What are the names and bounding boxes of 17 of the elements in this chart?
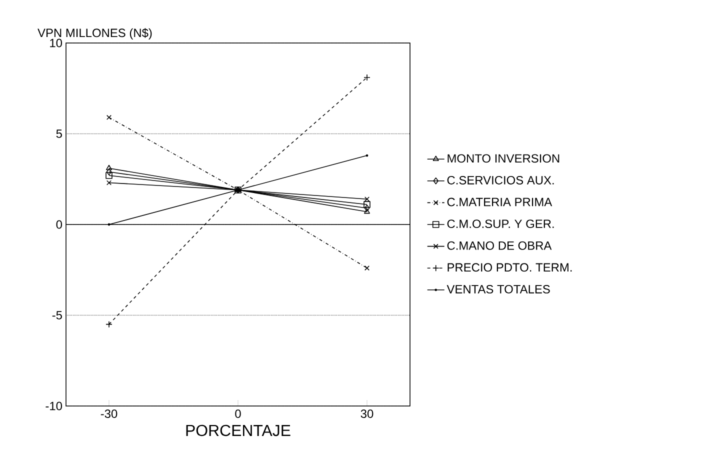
x-axis-title: PORCENTAJE: [186, 424, 290, 436]
y-tick-label: 5: [56, 130, 62, 138]
y-tick-label: -5: [52, 311, 62, 320]
legend-label: VENTAS TOTALES: [446, 284, 550, 294]
y-tick-label: 0: [56, 220, 62, 229]
y-tick-label: 10: [50, 38, 62, 48]
legend-label: PRECIO PDTO. TERM.: [448, 263, 572, 272]
y-tick-label: -10: [46, 402, 62, 410]
x-tick-label: 30: [360, 410, 374, 418]
legend-label: C.MATERIA PRIMA: [447, 198, 552, 206]
x-tick-label: -30: [100, 410, 118, 418]
legend-label: MONTO INVERSION: [448, 154, 560, 163]
x-tick-label: 0: [235, 410, 241, 418]
legend-label: C.M.O.SUP. Y GER.: [447, 220, 554, 228]
legend-label: C.MANO DE OBRA: [447, 241, 552, 250]
legend-label: C.SERVICIOS AUX.: [447, 176, 554, 184]
y-axis-title: VPN MILLONES (N$): [38, 28, 152, 40]
